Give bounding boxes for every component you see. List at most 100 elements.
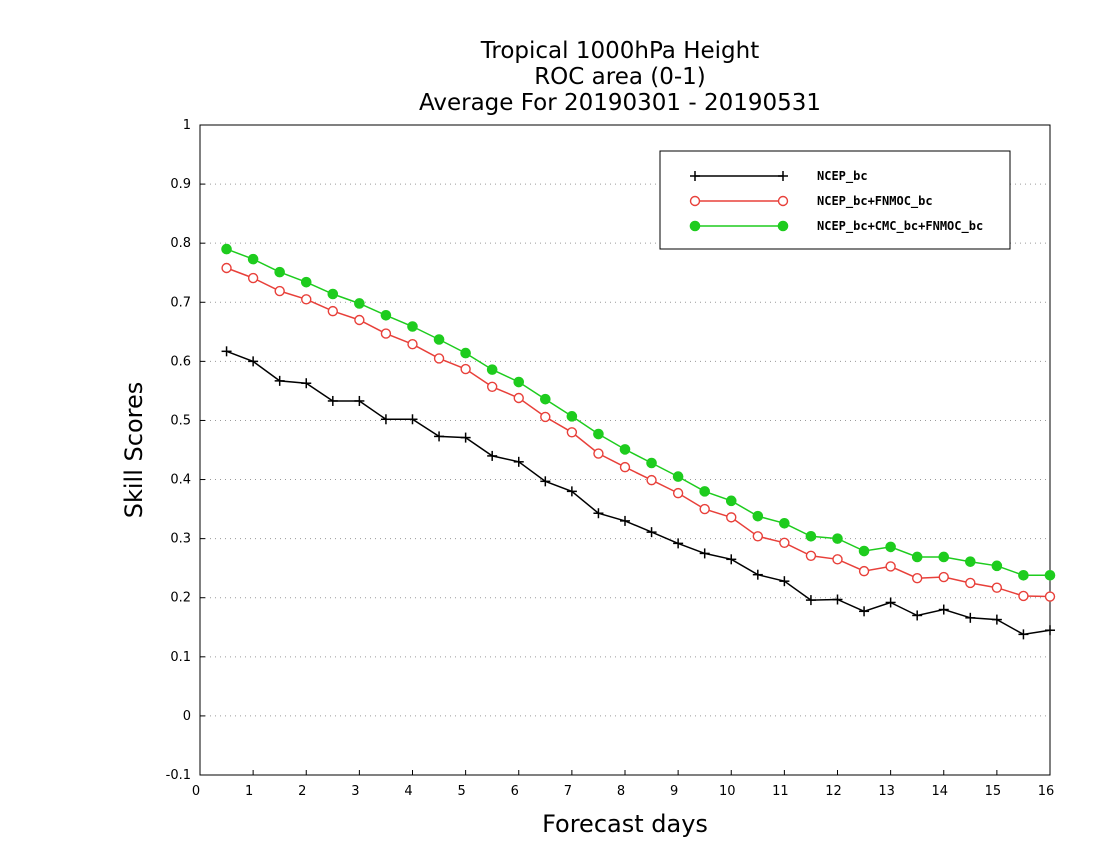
series-2-point: [301, 294, 312, 305]
series-1-point: [912, 610, 923, 621]
y-tick-label: 0.1: [170, 650, 191, 665]
x-tick-label: 7: [564, 784, 572, 799]
series-1-point: [726, 554, 737, 565]
series-2: [221, 262, 1056, 602]
series-3-point: [752, 510, 764, 522]
legend-label: NCEP_bc: [817, 169, 868, 184]
series-3-point: [486, 364, 498, 375]
series-2-point: [513, 392, 524, 404]
grid: [200, 183, 1050, 717]
y-tick-label: 0.4: [170, 473, 191, 488]
series-2-point: [1018, 590, 1029, 602]
series-3-point: [832, 533, 843, 544]
series-1-point: [673, 538, 684, 549]
series-1-point: [859, 606, 870, 617]
series-2-point: [593, 448, 604, 459]
x-tick-label: 14: [931, 784, 948, 799]
series-2-point: [540, 411, 551, 423]
series-3-point: [1018, 569, 1029, 581]
y-axis-label: Skill Scores: [120, 382, 148, 519]
series-2-point: [566, 427, 578, 438]
series-1-point: [832, 594, 843, 605]
series-3-point: [911, 551, 923, 563]
x-tick-label: 1: [245, 784, 253, 799]
x-tick-label: 4: [404, 784, 412, 799]
series-1-point: [938, 604, 949, 615]
y-tick-label: 0.6: [170, 354, 191, 369]
legend-point: [690, 171, 700, 181]
x-tick-label: 2: [298, 784, 306, 799]
series-1-point: [965, 612, 976, 623]
series-2-point: [885, 561, 896, 572]
legend-point: [778, 171, 788, 181]
legend-point: [689, 220, 701, 232]
legend-point: [777, 220, 789, 232]
x-axis-ticks: 0 1 2 3 4 5 6 7 8 9 10 11 12 13 14 15 16: [192, 770, 1054, 799]
y-tick-label: 0.7: [170, 295, 191, 310]
series-3-point: [672, 471, 684, 482]
series-3-point: [938, 551, 950, 563]
x-axis-label: Forecast days: [542, 810, 708, 838]
series-3-point: [247, 253, 259, 265]
y-axis-ticks: -0.1 0 0.1 0.2 0.3 0.4 0.5 0.6 0.7 0.8 0.9 1: [166, 118, 205, 783]
x-tick-label: 6: [511, 784, 519, 799]
series-3-point: [274, 266, 285, 278]
x-tick-label: 10: [719, 784, 736, 799]
series-3-point: [593, 428, 604, 440]
legend: NCEP_bc NCEP_bc+FNMOC_bc NCEP_bc+CMC_bc+FN…: [659, 150, 1011, 250]
series-2-point: [1044, 591, 1056, 602]
series-3-point: [965, 556, 976, 567]
series-1-point: [434, 431, 445, 442]
series-1-point: [1045, 625, 1055, 636]
series-2-point: [911, 573, 923, 584]
y-tick-label: 0: [183, 709, 191, 724]
series-3-point: [300, 276, 312, 288]
series-3-point: [540, 393, 551, 405]
legend-point: [689, 195, 701, 207]
series-1-point: [380, 414, 391, 425]
y-tick-label: 0.5: [170, 413, 191, 428]
legend-entry-2: NCEP_bc+FNMOC_bc: [689, 194, 933, 209]
series-2-point: [327, 305, 339, 317]
legend-point: [777, 195, 789, 207]
series-2-point: [380, 328, 392, 339]
series-1-point: [327, 395, 338, 406]
series-1-point: [301, 378, 312, 389]
series-1-point: [779, 576, 790, 587]
series-2-point: [858, 565, 870, 577]
series-2-point: [991, 582, 1003, 593]
series-3-point: [805, 530, 817, 542]
series-2-point: [965, 577, 976, 589]
series-3-point: [858, 545, 870, 557]
series-2-point: [726, 512, 737, 523]
series-2-point: [779, 537, 790, 548]
series-3-point: [885, 541, 896, 553]
legend-entry-1: NCEP_bc: [690, 169, 868, 184]
y-tick-label: 0.8: [170, 236, 191, 251]
x-tick-label: 5: [457, 784, 465, 799]
series-2-point: [354, 314, 365, 326]
y-tick-label: 0.3: [170, 532, 191, 547]
series-1-point: [991, 614, 1002, 625]
series-2-point: [221, 262, 232, 274]
series-1-point: [699, 548, 710, 559]
legend-entry-3: NCEP_bc+CMC_bc+FNMOC_bc: [689, 219, 983, 234]
y-tick-label: -0.1: [166, 768, 191, 783]
series-3-point: [327, 288, 339, 300]
series-2-point: [407, 339, 418, 350]
series-1-point: [752, 569, 763, 580]
y-tick-label: 0.9: [170, 177, 191, 192]
series-3-point: [699, 486, 710, 497]
series-1-point: [513, 456, 524, 467]
x-tick-label: 3: [351, 784, 359, 799]
series-1: [221, 346, 1055, 640]
series-3: [221, 243, 1056, 581]
y-tick-label: 1: [183, 118, 191, 133]
series-3-point: [354, 298, 365, 309]
series-3-point: [460, 347, 471, 359]
series-1-line: [226, 350, 1051, 636]
x-tick-label: 15: [985, 784, 1002, 799]
x-tick-label: 11: [772, 784, 789, 799]
